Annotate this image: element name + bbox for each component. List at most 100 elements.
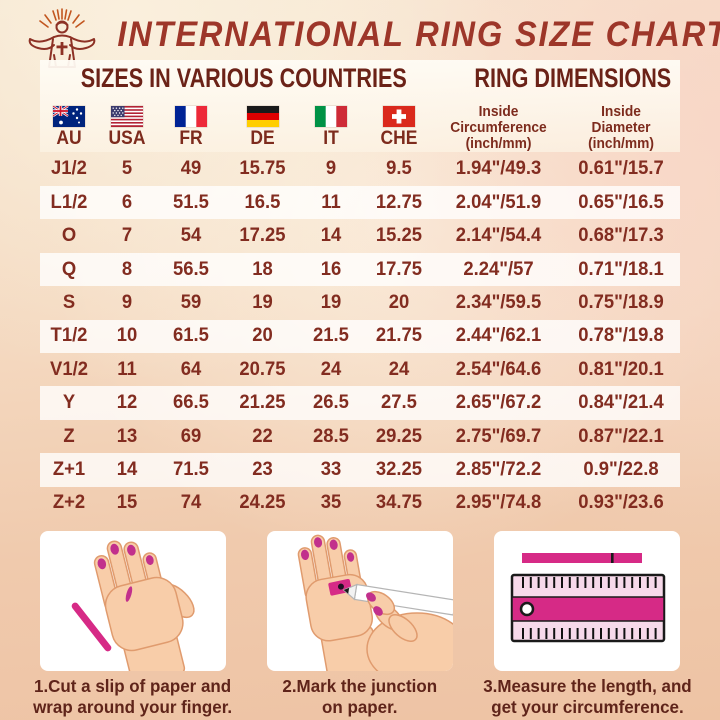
table-cell: V1/2 <box>50 358 88 380</box>
table-cell: 2.95"/74.8 <box>455 492 542 514</box>
column-header-diameter: Inside Diameter (inch/mm) <box>562 97 680 153</box>
usa-flag-icon <box>111 106 143 127</box>
hand-marking-with-pen-icon <box>267 531 453 671</box>
step-2-caption: 2.Mark the junction on paper. <box>282 676 438 717</box>
measuring-steps: 1.Cut a slip of paper and wrap around yo… <box>0 531 720 717</box>
table-cell: 1.94"/49.3 <box>455 158 542 180</box>
table-row: V1/2 11 64 20.75 24 24 2.54"/64.6 0.81"/20.1 <box>40 353 680 386</box>
table-cell: 21.75 <box>375 325 423 347</box>
table-cell: J1/2 <box>51 158 87 180</box>
table-cell: 27.5 <box>381 392 417 414</box>
ring-size-table: AU <box>40 97 680 520</box>
table-cell: 2.24"/57 <box>463 258 534 280</box>
table-cell: 51.5 <box>173 191 209 213</box>
table-cell: 2.04"/51.9 <box>455 191 542 213</box>
table-cell: 49 <box>180 158 202 180</box>
table-cell: 64 <box>180 358 202 380</box>
table-cell: 24 <box>388 358 410 380</box>
table-cell: Z+2 <box>52 492 86 514</box>
table-cell: 15 <box>116 492 138 514</box>
table-cell: 22 <box>252 425 273 447</box>
table-cell: 16 <box>320 258 342 280</box>
table-row: Y 12 66.5 21.25 26.5 27.5 2.65"/67.2 0.84"/21.4 <box>40 386 680 420</box>
italy-flag-icon <box>315 106 347 127</box>
step-1-caption: 1.Cut a slip of paper and wrap around yo… <box>33 676 233 717</box>
table-cell: 32.25 <box>375 458 423 480</box>
table-cell: 12 <box>116 392 138 414</box>
section-title-dimensions: RING DIMENSIONS <box>473 63 671 93</box>
table-cell: 20.75 <box>239 358 286 380</box>
table-cell: 9.5 <box>386 158 412 180</box>
table-cell: Y <box>62 392 76 414</box>
table-cell: O <box>61 225 77 247</box>
table-cell: 10 <box>116 325 138 347</box>
page-title: INTERNATIONAL RING SIZE CHART <box>117 15 720 54</box>
column-header-usa: USA <box>98 97 156 153</box>
column-header-circumference: Inside Circumference (inch/mm) <box>435 97 562 153</box>
table-cell: 24 <box>320 358 342 380</box>
table-cell: 29.25 <box>375 425 423 447</box>
table-cell: 19 <box>320 291 342 313</box>
table-row: L1/2 6 51.5 16.5 11 12.75 2.04"/51.9 0.65"/16.5 <box>40 186 680 220</box>
column-header-de: DE <box>226 97 299 153</box>
table-cell: 11 <box>117 358 137 380</box>
table-cell: 71.5 <box>173 458 209 480</box>
table-cell: 21.5 <box>313 325 349 347</box>
table-cell: 21.25 <box>239 392 286 414</box>
country-code-au: AU <box>56 128 82 149</box>
table-cell: 20 <box>388 291 410 313</box>
table-cell: 9 <box>325 158 337 180</box>
germany-flag-icon <box>246 106 279 127</box>
circumference-header-label: Inside Circumference (inch/mm) <box>450 104 547 153</box>
table-cell: 15.25 <box>375 225 423 247</box>
table-cell: 74 <box>180 492 202 514</box>
table-row: Q 8 56.5 18 16 17.75 2.24"/57 0.71"/18.1 <box>40 252 680 287</box>
column-header-che: CHE <box>363 97 435 153</box>
country-code-usa: USA <box>108 128 146 149</box>
table-cell: 5 <box>121 158 133 180</box>
table-cell: 7 <box>121 225 133 247</box>
table-cell: 2.85"/72.2 <box>455 458 542 480</box>
table-cell: 2.44"/62.1 <box>455 325 542 347</box>
table-cell: 0.65"/16.5 <box>578 191 664 213</box>
step-1: 1.Cut a slip of paper and wrap around yo… <box>20 531 246 717</box>
table-cell: 14 <box>320 225 342 247</box>
country-code-de: DE <box>250 128 275 149</box>
table-cell: 13 <box>116 425 138 447</box>
country-code-it: IT <box>323 128 339 149</box>
table-cell: 8 <box>121 258 133 280</box>
ruler-measuring-strip-icon <box>494 531 680 671</box>
table-cell: Z+1 <box>52 458 86 480</box>
table-cell: 0.84"/21.4 <box>578 392 664 414</box>
table-cell: 0.87"/22.1 <box>578 425 664 447</box>
table-header-band: SIZES IN VARIOUS COUNTRIES RING DIMENSIO… <box>40 60 680 152</box>
table-cell: 69 <box>180 425 202 447</box>
table-row: Z+1 14 71.5 23 33 32.25 2.85"/72.2 0.9"/22.8 <box>40 453 680 487</box>
table-cell: 33 <box>320 458 342 480</box>
table-cell: 2.54"/64.6 <box>455 358 542 380</box>
table-cell: 0.9"/22.8 <box>583 458 659 480</box>
table-cell: 28.5 <box>313 425 349 447</box>
table-row: O 7 54 17.25 14 15.25 2.14"/54.4 0.68"/17.3 <box>40 219 680 252</box>
table-cell: 19 <box>252 291 273 313</box>
france-flag-icon <box>175 106 207 127</box>
table-cell: 17.25 <box>239 225 286 247</box>
table-cell: 0.78"/19.8 <box>578 325 664 347</box>
country-code-che: CHE <box>380 128 418 149</box>
table-cell: 16.5 <box>244 191 281 213</box>
table-cell: 17.75 <box>375 258 423 280</box>
table-cell: 20 <box>252 325 273 347</box>
table-cell: 56.5 <box>173 258 209 280</box>
hand-with-paper-strip-icon <box>40 531 226 671</box>
australia-flag-icon <box>53 106 85 127</box>
table-cell: 2.75"/69.7 <box>455 425 542 447</box>
table-cell: 66.5 <box>173 392 209 414</box>
table-cell: 24.25 <box>239 492 286 514</box>
table-cell: 35 <box>320 492 342 514</box>
step-3-caption: 3.Measure the length, and get your circu… <box>482 676 692 717</box>
table-row: Z+2 15 74 24.25 35 34.75 2.95"/74.8 0.93"/23.6 <box>40 487 680 520</box>
table-cell: 2.14"/54.4 <box>455 225 542 247</box>
switzerland-flag-icon <box>383 106 415 127</box>
table-cell: 12.75 <box>375 191 423 213</box>
